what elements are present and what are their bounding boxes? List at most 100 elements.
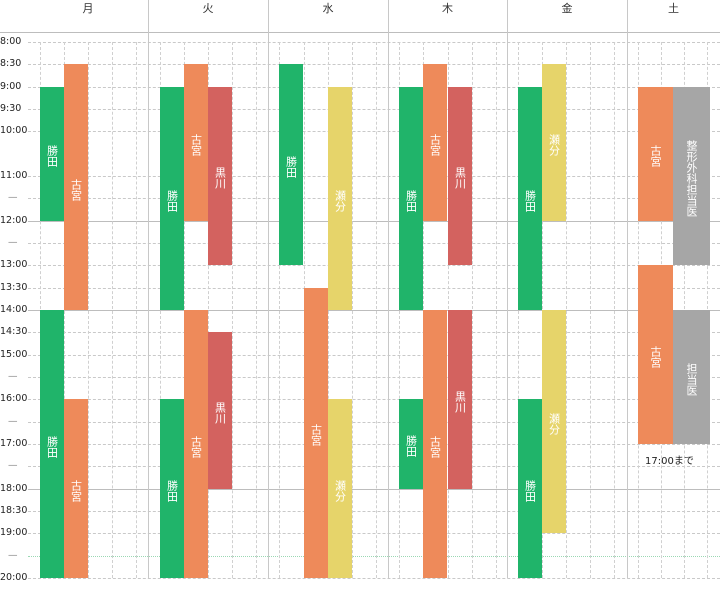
- shift-block[interactable]: 古宮: [638, 86, 673, 221]
- column-guide: [136, 42, 137, 578]
- column-guide: [160, 42, 161, 578]
- column-guide: [208, 42, 209, 578]
- column-guide: [328, 42, 329, 578]
- day-separator: [268, 0, 269, 32]
- time-label: 9:00: [0, 80, 22, 92]
- column-guide: [496, 42, 497, 578]
- shift-label: 瀬分: [547, 133, 561, 156]
- time-label: 15:00: [0, 348, 28, 360]
- column-guide: [472, 42, 473, 578]
- time-gridline: [28, 131, 720, 133]
- shift-block[interactable]: 勝田: [518, 86, 542, 310]
- time-label: 18:30: [0, 505, 28, 516]
- shift-block[interactable]: 瀬分: [542, 64, 566, 221]
- day-separator: [507, 0, 508, 32]
- time-label: 8:30: [0, 58, 22, 70]
- time-gridline: [28, 64, 720, 66]
- time-label: 14:30: [0, 326, 28, 338]
- shift-block[interactable]: 瀬分: [542, 310, 566, 534]
- day-divider: [388, 32, 389, 578]
- shift-block[interactable]: 古宮: [638, 265, 673, 444]
- shift-label: 勝田: [284, 156, 298, 179]
- shift-block[interactable]: 黒川: [448, 86, 472, 266]
- shift-label: 勝田: [523, 480, 537, 503]
- time-gridline: [28, 511, 720, 512]
- day-separator: [148, 0, 149, 32]
- time-gridline: [28, 176, 720, 177]
- time-label: —: [8, 192, 18, 204]
- day-header-0: 月: [82, 2, 94, 15]
- time-label: 13:30: [0, 281, 28, 293]
- column-guide: [112, 42, 113, 578]
- day-header: [0, 0, 720, 33]
- shift-block[interactable]: 整形外科担当医: [673, 86, 710, 266]
- day-divider: [268, 32, 269, 578]
- column-guide: [232, 42, 233, 578]
- shift-label: 古宮: [428, 435, 442, 458]
- shift-label: 勝田: [45, 435, 59, 458]
- time-gridline: [28, 243, 720, 244]
- time-gridline: [28, 421, 720, 423]
- shift-label: 勝田: [165, 480, 179, 503]
- shift-block[interactable]: 古宮: [184, 310, 208, 578]
- day-header-5: 土: [668, 2, 679, 15]
- column-guide: [64, 42, 65, 578]
- day-divider: [627, 32, 628, 578]
- day-separator: [627, 0, 628, 32]
- shift-block[interactable]: 勝田: [40, 86, 64, 221]
- time-label: —: [8, 415, 18, 427]
- time-gridline: [28, 444, 720, 445]
- time-gridline: [28, 377, 720, 378]
- shift-block[interactable]: 勝田: [40, 310, 64, 578]
- time-gridline: [28, 354, 720, 356]
- shift-block[interactable]: 古宮: [304, 287, 328, 578]
- column-guide: [399, 42, 400, 578]
- saturday-end-note: 17:00まで: [645, 456, 694, 467]
- time-gridline: [28, 265, 720, 267]
- shift-label: 勝田: [404, 189, 418, 212]
- shift-label: 古宮: [649, 346, 662, 369]
- time-gridline: [28, 578, 720, 579]
- time-label: 10:00: [0, 125, 28, 137]
- shift-block[interactable]: 勝田: [399, 399, 423, 489]
- shift-block[interactable]: 勝田: [518, 399, 542, 578]
- shift-block[interactable]: 黒川: [208, 332, 232, 489]
- shift-block[interactable]: 勝田: [279, 64, 303, 266]
- shift-label: 古宮: [189, 435, 203, 458]
- day-header-2: 水: [322, 2, 334, 15]
- time-label: —: [8, 549, 18, 561]
- shift-block[interactable]: 黒川: [448, 310, 472, 489]
- day-header-1: 火: [202, 2, 214, 15]
- shift-block[interactable]: 古宮: [64, 64, 88, 310]
- shift-block[interactable]: 担当医: [673, 310, 710, 444]
- shift-label: 古宮: [309, 424, 323, 447]
- column-guide: [256, 42, 257, 578]
- time-label: 11:00: [0, 170, 28, 181]
- time-gridline: [28, 86, 720, 88]
- shift-block[interactable]: 古宮: [64, 399, 88, 578]
- shift-label: 古宮: [428, 133, 442, 156]
- shift-block[interactable]: 古宮: [184, 64, 208, 221]
- shift-block[interactable]: 黒川: [208, 86, 232, 266]
- day-divider: [507, 32, 508, 578]
- column-guide: [88, 42, 89, 578]
- shift-block[interactable]: 勝田: [160, 399, 184, 578]
- column-guide: [279, 42, 280, 578]
- time-gridline: [28, 466, 720, 468]
- time-gridline: [28, 310, 720, 311]
- time-gridline: [28, 220, 720, 222]
- shift-block[interactable]: 勝田: [160, 86, 184, 310]
- shift-label: 黒川: [453, 390, 467, 413]
- shift-label: 古宮: [69, 178, 83, 201]
- shift-block[interactable]: 古宮: [423, 64, 447, 221]
- time-label: 9:30: [0, 103, 22, 114]
- shift-block[interactable]: 瀬分: [328, 86, 352, 310]
- time-label: 13:00: [0, 259, 28, 271]
- shift-label: 担当医: [685, 363, 698, 396]
- time-gridline: [28, 555, 720, 557]
- shift-block[interactable]: 勝田: [399, 86, 423, 310]
- time-label: 18:00: [0, 482, 28, 494]
- shift-block[interactable]: 瀬分: [328, 399, 352, 578]
- shift-block[interactable]: 古宮: [423, 310, 447, 578]
- time-gridline: [28, 287, 720, 289]
